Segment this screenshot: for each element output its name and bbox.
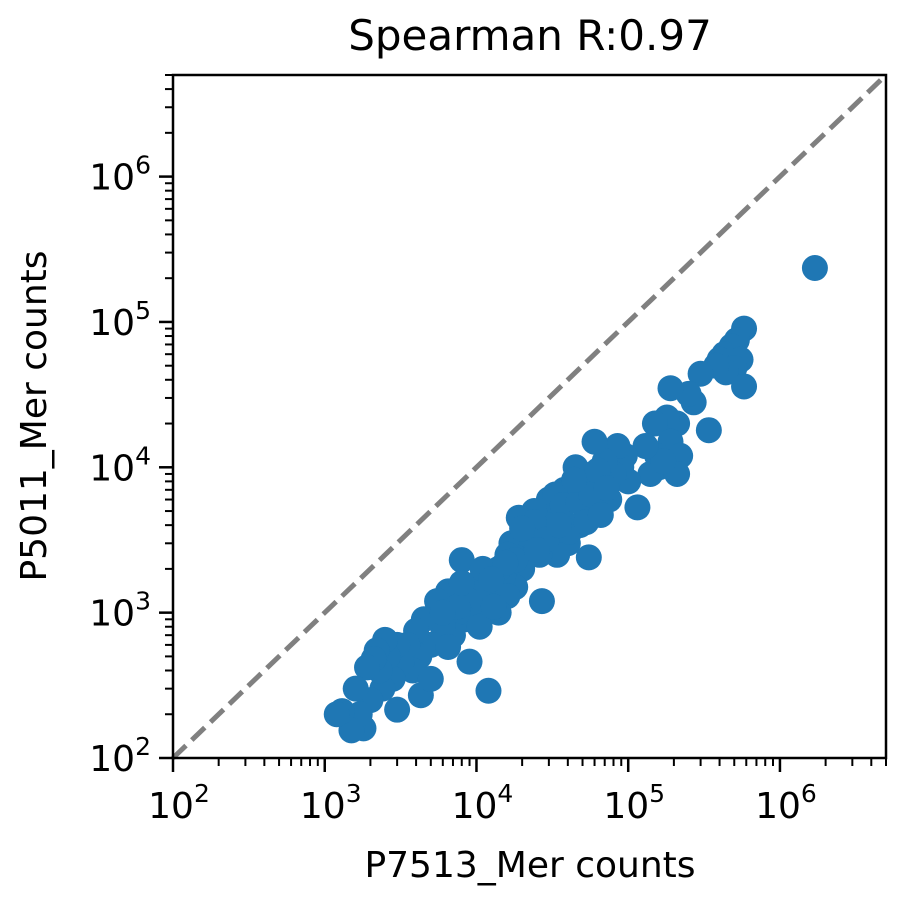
x-tick-label: 104 [452, 779, 514, 827]
chart-title: Spearman R:0.97 [348, 11, 712, 60]
data-point [641, 410, 668, 437]
y-tick-label: 106 [89, 151, 151, 199]
data-point [417, 665, 444, 692]
y-tick-label: 104 [89, 441, 151, 489]
plot-frame [171, 73, 888, 760]
data-points [323, 255, 828, 744]
data-point [801, 255, 828, 282]
axis-ticks: 102 103 104 105 106 102 103 104 105 106 [89, 74, 887, 827]
data-point [528, 588, 555, 615]
data-point [429, 599, 456, 626]
data-point [342, 675, 369, 702]
data-point [593, 475, 620, 502]
data-point [581, 428, 608, 455]
y-tick-label: 105 [89, 296, 151, 344]
data-point [731, 373, 758, 400]
data-point [575, 544, 602, 571]
data-point [523, 536, 550, 563]
data-point [478, 566, 505, 593]
reference-diagonal-line [171, 73, 888, 760]
x-tick-label: 106 [755, 779, 817, 827]
data-point [632, 433, 659, 460]
data-point [695, 417, 722, 444]
x-tick-label: 103 [300, 779, 362, 827]
data-point [466, 613, 493, 640]
x-axis-label: P7513_Mer counts [364, 845, 695, 886]
data-point [456, 648, 483, 675]
data-point [448, 547, 475, 574]
data-point [475, 677, 502, 704]
x-tick-label: 105 [603, 779, 665, 827]
x-tick-label: 102 [148, 779, 210, 827]
y-axis-label: P5011_Mer counts [14, 250, 55, 581]
data-point [480, 593, 507, 620]
data-point [384, 696, 411, 723]
data-point [509, 515, 536, 542]
data-point [435, 634, 462, 661]
data-point [687, 360, 714, 387]
data-point [650, 448, 677, 475]
data-point [587, 501, 614, 528]
y-tick-label: 103 [89, 587, 151, 635]
data-point [624, 494, 651, 521]
data-point [323, 701, 350, 728]
data-point [657, 375, 684, 402]
y-tick-label: 102 [89, 732, 151, 780]
data-point [561, 466, 588, 493]
data-point [448, 569, 475, 596]
data-point [354, 654, 381, 681]
data-point [546, 512, 573, 539]
